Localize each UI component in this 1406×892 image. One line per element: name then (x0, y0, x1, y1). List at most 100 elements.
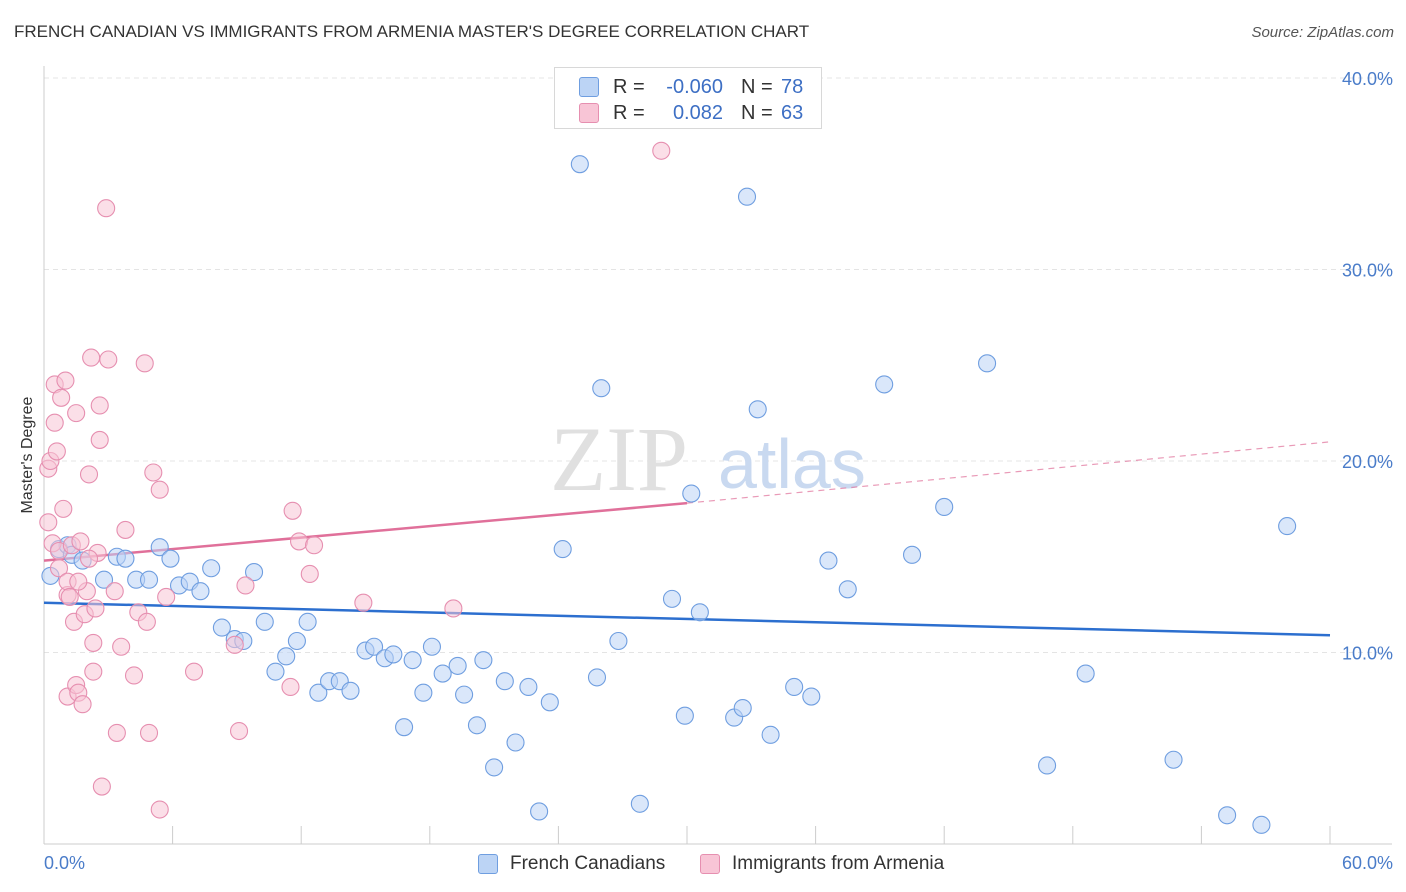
point-armenia (652, 141, 671, 160)
point-french-canadian (690, 603, 709, 622)
point-french-canadian (448, 656, 467, 675)
point-french-canadian (422, 637, 441, 656)
point-french-canadian (94, 570, 114, 589)
point-armenia (79, 549, 99, 568)
point-french-canadian (161, 549, 180, 568)
y-tick-label: 40.0% (1342, 69, 1393, 89)
point-french-canadian (592, 379, 611, 398)
trend-line-armenia (43, 501, 688, 562)
trend-line-french-canadians (43, 601, 1331, 637)
point-french-canadian (785, 677, 804, 697)
chart-source: Source: ZipAtlas.com (1251, 24, 1394, 41)
point-french-canadian (365, 637, 384, 656)
point-armenia (290, 532, 309, 551)
tick-labels: 10.0% 20.0% 30.0% 40.0% 0.0% 60.0% (44, 69, 1393, 873)
point-french-canadian (116, 549, 135, 568)
point-french-canadian (255, 612, 274, 631)
point-armenia (39, 513, 58, 532)
point-french-canadian (287, 631, 306, 651)
point-armenia (150, 480, 169, 499)
point-armenia (56, 371, 75, 390)
point-french-canadian (761, 725, 780, 744)
point-french-canadian (455, 685, 474, 704)
point-french-canadian (609, 631, 628, 651)
point-french-canadian (414, 683, 433, 702)
bottom-legend-swatch-pink (700, 854, 720, 874)
point-french-canadian (875, 375, 894, 394)
point-french-canadian (902, 545, 922, 564)
point-armenia (79, 465, 99, 484)
watermark-zip: ZIP (550, 408, 688, 510)
point-armenia (283, 501, 302, 520)
bottom-legend-label: Immigrants from Armenia (732, 853, 945, 874)
point-french-canadian (139, 570, 159, 589)
y-tick-label: 30.0% (1342, 261, 1393, 281)
legend-r-label: R = (613, 75, 645, 98)
point-french-canadian (150, 538, 169, 557)
legend-n-label: N = (741, 101, 773, 124)
point-armenia (97, 199, 116, 218)
bottom-legend-swatch-blue (478, 854, 498, 874)
point-armenia (67, 404, 86, 423)
point-french-canadian (506, 733, 525, 752)
point-french-canadian (403, 651, 422, 670)
point-armenia (135, 354, 154, 373)
y-tick-label: 10.0% (1342, 644, 1393, 664)
legend-swatch-blue (579, 77, 599, 97)
point-french-canadian (630, 794, 649, 813)
point-armenia (157, 587, 176, 607)
point-french-canadian (737, 187, 757, 206)
point-armenia (107, 723, 126, 742)
point-french-canadian (1164, 750, 1183, 769)
trend-line-armenia-extrapolated (686, 441, 1331, 504)
point-armenia (73, 695, 92, 714)
point-armenia (354, 593, 373, 612)
legend-n-value: 78 (781, 75, 804, 98)
point-armenia (54, 499, 73, 518)
legend-row-french-canadians: R = -0.060 N = 78 (579, 74, 839, 100)
point-armenia (92, 777, 111, 796)
point-armenia (184, 662, 204, 681)
point-french-canadian (519, 677, 538, 697)
point-french-canadian (191, 582, 210, 601)
legend-n-label: N = (741, 75, 773, 98)
legend-r-value: -0.060 (666, 75, 723, 98)
point-french-canadian (540, 693, 559, 712)
point-french-canadian (802, 687, 821, 706)
point-armenia (229, 721, 249, 741)
legend-r-label: R = (613, 101, 645, 124)
point-french-canadian (495, 672, 514, 691)
point-armenia (144, 463, 163, 482)
point-french-canadian (819, 551, 838, 570)
data-points (39, 97, 1297, 834)
point-armenia (281, 677, 300, 697)
point-armenia (300, 564, 319, 584)
point-french-canadian (1252, 815, 1271, 834)
point-french-canadian (1278, 517, 1297, 536)
gridlines (44, 77, 1392, 653)
trend-lines (43, 441, 1331, 637)
point-armenia (139, 723, 159, 742)
point-french-canadian (384, 645, 403, 664)
point-french-canadian (474, 651, 493, 670)
y-tick-label: 20.0% (1342, 452, 1393, 472)
x-tick-label: 0.0% (44, 853, 85, 873)
point-armenia (84, 662, 103, 681)
point-armenia (47, 442, 66, 461)
point-armenia (444, 599, 463, 618)
point-armenia (69, 572, 88, 591)
point-french-canadian (1038, 756, 1057, 775)
legend-swatch-pink (579, 103, 599, 123)
watermark-atlas: atlas (718, 425, 866, 503)
watermark: ZIP atlas (550, 408, 866, 510)
point-french-canadian (978, 354, 997, 373)
bottom-legend-armenia: Immigrants from Armenia (700, 852, 944, 876)
point-armenia (60, 587, 79, 607)
legend-n-value: 63 (781, 101, 804, 124)
point-french-canadian (266, 662, 285, 681)
point-armenia (90, 430, 109, 449)
point-armenia (84, 633, 103, 652)
point-french-canadian (530, 802, 549, 821)
point-french-canadian (587, 668, 607, 687)
